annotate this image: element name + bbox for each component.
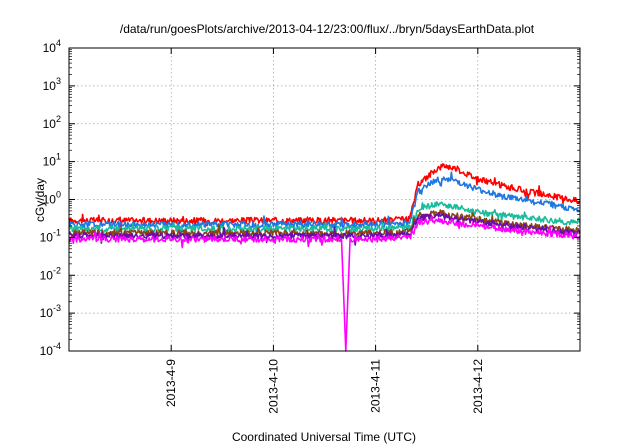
x-axis-label: Coordinated Universal Time (UTC) [232, 430, 416, 444]
y-tick-label: 10-3 [40, 303, 61, 320]
y-tick-label: 100 [43, 190, 61, 207]
chart-title: /data/run/goesPlots/archive/2013-04-12/2… [120, 22, 535, 36]
y-tick-label: 101 [43, 152, 61, 169]
y-tick-label: 10-2 [40, 265, 61, 282]
plot-frame [68, 47, 581, 352]
plot-area [68, 163, 581, 352]
series-line-3 [68, 201, 581, 238]
grid [69, 48, 580, 351]
y-tick-label: 10-1 [40, 227, 61, 244]
x-tick-label: 2013-4-12 [471, 359, 485, 414]
series-line-5 [68, 211, 581, 246]
y-tick-label: 104 [43, 38, 61, 55]
y-axis-label: cGy/day [33, 178, 47, 222]
axis-ticks: 10-4 10-3 10-2 10-1 100 101 102 103 104 2013-4-9 2… [40, 38, 580, 414]
x-tick-label: 2013-4-11 [369, 359, 383, 413]
series-line-2 [68, 171, 581, 233]
y-tick-label: 10-4 [40, 341, 61, 358]
x-tick-label: 2013-4-10 [266, 359, 280, 414]
y-tick-label: 102 [43, 114, 61, 131]
y-tick-label: 103 [43, 76, 61, 93]
x-tick-label: 2013-4-9 [164, 359, 178, 407]
series-line-6 [68, 215, 581, 352]
